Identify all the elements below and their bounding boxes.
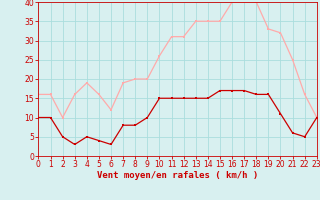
X-axis label: Vent moyen/en rafales ( km/h ): Vent moyen/en rafales ( km/h ) bbox=[97, 171, 258, 180]
